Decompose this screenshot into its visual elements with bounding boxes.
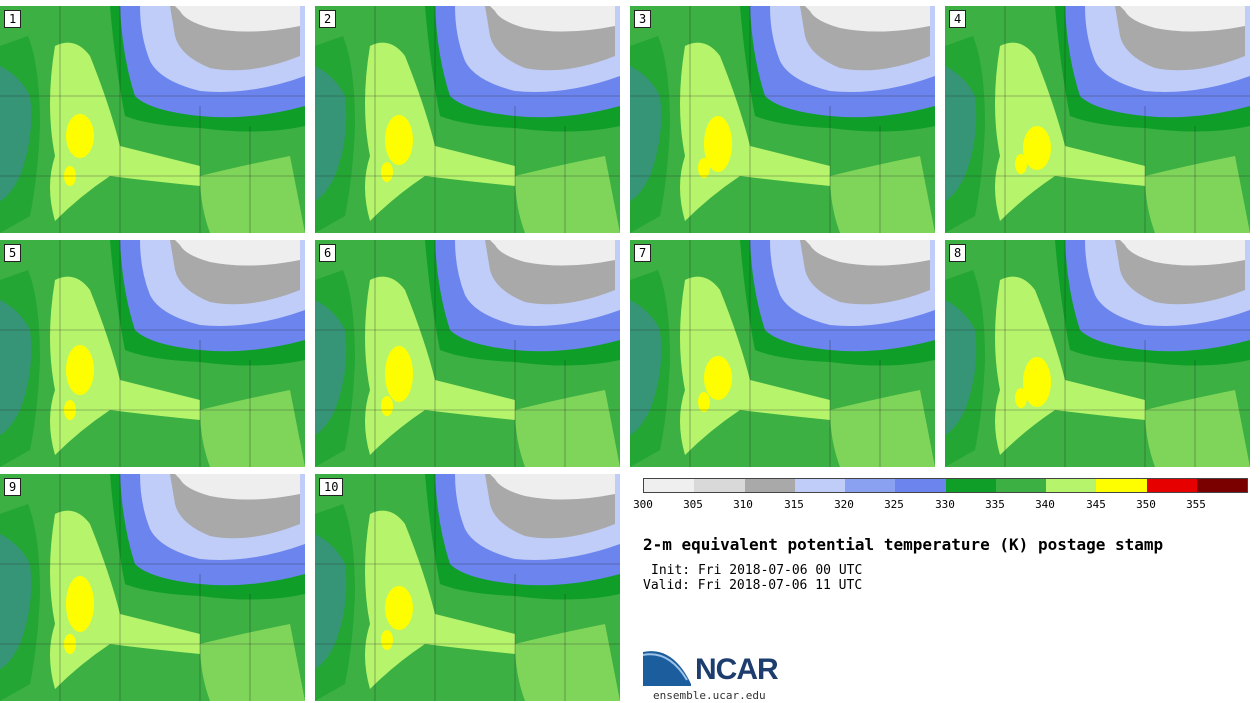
member-panel-10: 10 — [315, 474, 620, 701]
colorbar-swatch-325 — [895, 479, 946, 492]
colorbar-tick-350: 350 — [1136, 498, 1156, 511]
member-panel-7: 7 — [630, 240, 935, 467]
member-panel-6: 6 — [315, 240, 620, 467]
map-5 — [0, 240, 305, 467]
colorbar-tick-345: 345 — [1086, 498, 1106, 511]
member-label-2: 2 — [319, 10, 337, 28]
colorbar-tick-355: 355 — [1186, 498, 1206, 511]
ncar-logo-icon — [643, 648, 691, 686]
init-time: Init: Fri 2018-07-06 00 UTC — [651, 563, 863, 578]
colorbar-swatch-310 — [744, 479, 795, 492]
colorbar-swatch-300 — [644, 479, 695, 492]
member-panel-1: 1 — [0, 6, 305, 233]
colorbar-tick-315: 315 — [784, 498, 804, 511]
map-7 — [630, 240, 935, 467]
map-10 — [315, 474, 620, 701]
member-label-8: 8 — [949, 244, 967, 262]
member-panel-8: 8 — [945, 240, 1250, 467]
colorbar-swatch-355 — [1196, 479, 1247, 492]
map-8 — [945, 240, 1250, 467]
colorbar-tick-310: 310 — [733, 498, 753, 511]
member-label-7: 7 — [634, 244, 652, 262]
member-label-5: 5 — [4, 244, 22, 262]
colorbar-swatch-330 — [945, 479, 996, 492]
logo-text: NCAR — [695, 653, 779, 686]
colorbar-tick-320: 320 — [834, 498, 854, 511]
member-label-9: 9 — [4, 478, 22, 496]
colorbar-swatch-305 — [694, 479, 745, 492]
member-panel-2: 2 — [315, 6, 620, 233]
map-2 — [315, 6, 620, 233]
site-url: ensemble.ucar.edu — [653, 689, 766, 702]
plot-title: 2-m equivalent potential temperature (K)… — [643, 535, 1164, 554]
member-panel-4: 4 — [945, 6, 1250, 233]
colorbar-swatch-335 — [995, 479, 1046, 492]
map-4 — [945, 6, 1250, 233]
member-label-1: 1 — [4, 10, 22, 28]
colorbar-swatch-350 — [1146, 479, 1197, 492]
colorbar-tick-335: 335 — [985, 498, 1005, 511]
member-panel-5: 5 — [0, 240, 305, 467]
colorbar-swatch-340 — [1046, 479, 1097, 492]
colorbar-tick-300: 300 — [633, 498, 653, 511]
member-label-6: 6 — [319, 244, 337, 262]
map-6 — [315, 240, 620, 467]
colorbar-swatch-320 — [845, 479, 896, 492]
map-1 — [0, 6, 305, 233]
colorbar-tick-340: 340 — [1035, 498, 1055, 511]
colorbar-tick-330: 330 — [935, 498, 955, 511]
member-panel-9: 9 — [0, 474, 305, 701]
colorbar-tick-305: 305 — [683, 498, 703, 511]
colorbar-tick-325: 325 — [884, 498, 904, 511]
member-label-3: 3 — [634, 10, 652, 28]
valid-time: Valid: Fri 2018-07-06 11 UTC — [643, 578, 863, 593]
member-panel-3: 3 — [630, 6, 935, 233]
map-9 — [0, 474, 305, 701]
colorbar-swatch-345 — [1096, 479, 1147, 492]
map-3 — [630, 6, 935, 233]
member-label-4: 4 — [949, 10, 967, 28]
colorbar — [643, 478, 1248, 493]
colorbar-swatch-315 — [794, 479, 845, 492]
member-label-10: 10 — [319, 478, 344, 496]
